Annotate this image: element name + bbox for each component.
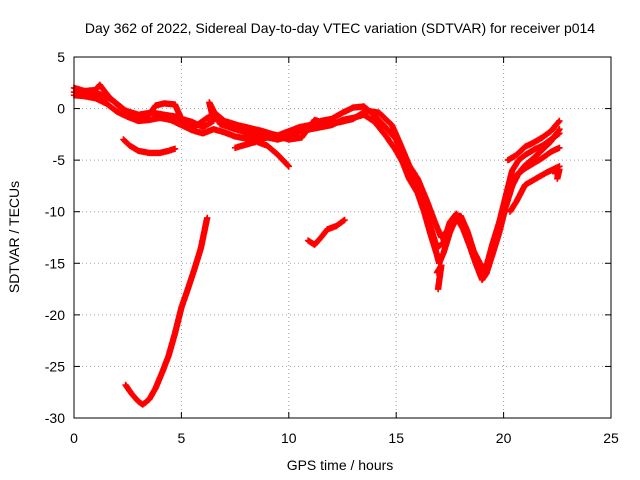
chart-title: Day 362 of 2022, Sidereal Day-to-day VTE… [85, 20, 595, 36]
series-layer [70, 81, 563, 408]
series-track-d [120, 136, 292, 170]
y-tick-label: -20 [45, 307, 65, 323]
gridlines [74, 57, 611, 418]
series-spur-late [433, 166, 563, 293]
x-tick-label: 20 [496, 430, 512, 446]
tick-labels: 0 5 10 15 20 25 5 0 -5 -10 -15 -20 -25 -30 [45, 49, 619, 446]
ticks [73, 56, 612, 419]
y-tick-label: -5 [53, 152, 66, 168]
y-tick-label: -15 [45, 255, 65, 271]
x-tick-label: 10 [281, 430, 297, 446]
point-markers [304, 216, 348, 248]
series-track-e [506, 163, 563, 215]
point-markers [433, 166, 563, 293]
y-tick-label: -30 [45, 410, 65, 426]
point-markers [504, 117, 563, 164]
series-arc-lower [122, 214, 211, 408]
y-tick-label: 0 [57, 101, 65, 117]
point-markers [506, 163, 563, 215]
x-tick-label: 0 [70, 430, 78, 446]
y-tick-label: -10 [45, 204, 65, 220]
x-tick-label: 15 [388, 430, 404, 446]
x-tick-label: 5 [178, 430, 186, 446]
x-tick-label: 25 [603, 430, 619, 446]
point-markers [120, 136, 292, 170]
x-axis-label: GPS time / hours [287, 457, 394, 473]
y-tick-label: -25 [45, 358, 65, 374]
y-axis-label: SDTVAR / TECUs [6, 181, 22, 293]
y-tick-label: 5 [57, 49, 65, 65]
series-track-f [504, 117, 563, 164]
series-arc-middle [304, 216, 348, 248]
point-markers [122, 214, 211, 408]
plot-frame [73, 56, 612, 419]
